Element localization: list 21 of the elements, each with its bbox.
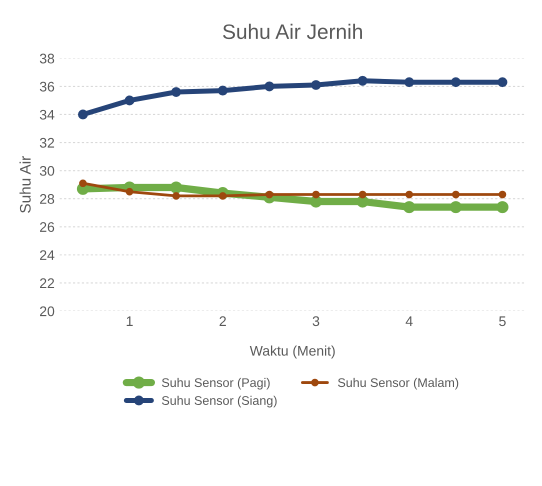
- y-axis-title: Suhu Air: [20, 156, 31, 213]
- y-tick-label: 28: [40, 194, 54, 204]
- legend-label: Suhu Sensor (Siang): [162, 396, 277, 408]
- y-tick-label: 20: [40, 306, 54, 316]
- y-tick-label: 24: [40, 250, 54, 260]
- y-tick-label: 30: [40, 166, 54, 176]
- x-tick-label: 3: [312, 316, 320, 326]
- x-tick-label: 2: [220, 316, 226, 326]
- x-tick-label: 5: [499, 316, 506, 326]
- y-tick-label: 26: [40, 222, 54, 232]
- x-axis-title: Waktu (Menit): [250, 346, 335, 358]
- y-tick-label: 38: [40, 54, 54, 64]
- y-tick-label: 34: [40, 110, 54, 120]
- legend-label: Suhu Sensor (Malam): [338, 378, 458, 390]
- y-tick-label: 22: [40, 278, 54, 288]
- y-tick-label: 36: [40, 82, 54, 92]
- legend-label: Suhu Sensor (Pagi): [162, 378, 270, 390]
- chart-title: Suhu Air Jernih: [222, 24, 362, 40]
- y-tick-label: 32: [40, 138, 54, 148]
- x-tick-label: 1: [126, 316, 133, 326]
- x-tick-label: 4: [406, 316, 413, 326]
